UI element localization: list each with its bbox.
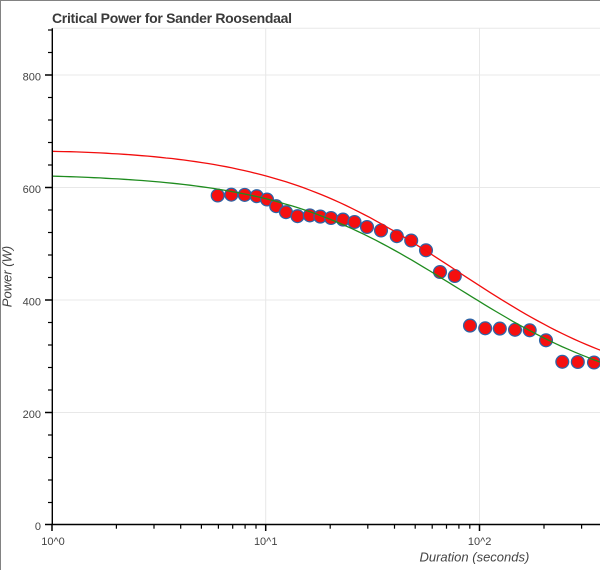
svg-text:800: 800 bbox=[23, 71, 41, 83]
svg-text:10^1: 10^1 bbox=[254, 536, 278, 548]
svg-text:Critical Power for Sander Roos: Critical Power for Sander Roosendaal bbox=[52, 10, 292, 26]
svg-text:0: 0 bbox=[35, 521, 41, 533]
svg-text:Power (W): Power (W) bbox=[0, 246, 15, 307]
svg-text:400: 400 bbox=[23, 296, 41, 308]
svg-text:10^2: 10^2 bbox=[468, 536, 492, 548]
svg-text:Duration (seconds): Duration (seconds) bbox=[419, 550, 529, 565]
svg-text:200: 200 bbox=[23, 409, 41, 421]
svg-text:600: 600 bbox=[23, 184, 41, 196]
svg-text:10^0: 10^0 bbox=[41, 536, 65, 548]
